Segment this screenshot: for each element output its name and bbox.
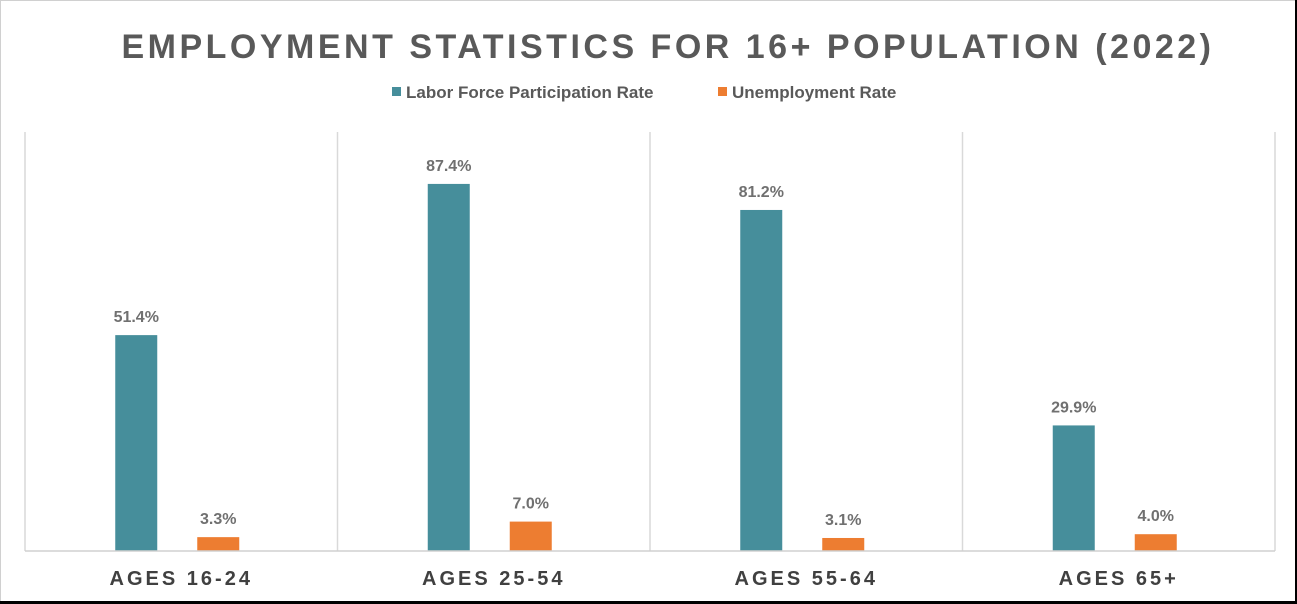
x-tick-label: AGES 55-64: [735, 568, 878, 590]
x-axis-tick-labels: AGES 16-24 AGES 25-54 AGES 55-64 AGES 65+: [110, 568, 1179, 590]
data-label-unemployment-1: 7.0%: [513, 496, 549, 513]
x-tick-label: AGES 25-54: [422, 568, 565, 590]
bars: [115, 183, 1177, 552]
data-label-labor-force-2: 81.2%: [739, 184, 784, 201]
x-tick-label: AGES 16-24: [110, 568, 253, 590]
data-label-labor-force-1: 87.4%: [426, 158, 471, 175]
bar-unemployment-2: [822, 537, 865, 551]
legend-swatch-labor-force: [392, 87, 401, 96]
data-labels: 51.4% 87.4% 81.2% 29.9% 3.3% 7.0% 3.1% 4.0%: [114, 158, 1174, 529]
legend-label-unemployment: Unemployment Rate: [732, 83, 896, 102]
data-label-labor-force-3: 29.9%: [1051, 399, 1096, 416]
bar-unemployment-1: [509, 521, 552, 551]
bar-labor-force-0: [115, 335, 158, 551]
legend-label-labor-force: Labor Force Participation Rate: [406, 83, 654, 102]
x-tick-label: AGES 65+: [1059, 568, 1179, 590]
legend-swatch-unemployment: [718, 87, 727, 96]
legend: Labor Force Participation Rate Unemploym…: [392, 83, 896, 102]
data-label-labor-force-0: 51.4%: [114, 309, 159, 326]
bar-unemployment-0: [197, 537, 240, 551]
data-label-unemployment-3: 4.0%: [1138, 508, 1174, 525]
data-label-unemployment-0: 3.3%: [200, 511, 236, 528]
category-gridlines: [24, 132, 1276, 551]
data-label-unemployment-2: 3.1%: [825, 512, 861, 529]
bar-unemployment-3: [1134, 534, 1177, 551]
chart-title: EMPLOYMENT STATISTICS FOR 16+ POPULATION…: [121, 28, 1214, 66]
bar-labor-force-2: [740, 209, 783, 551]
bar-labor-force-3: [1052, 425, 1095, 551]
bar-labor-force-1: [427, 183, 470, 552]
